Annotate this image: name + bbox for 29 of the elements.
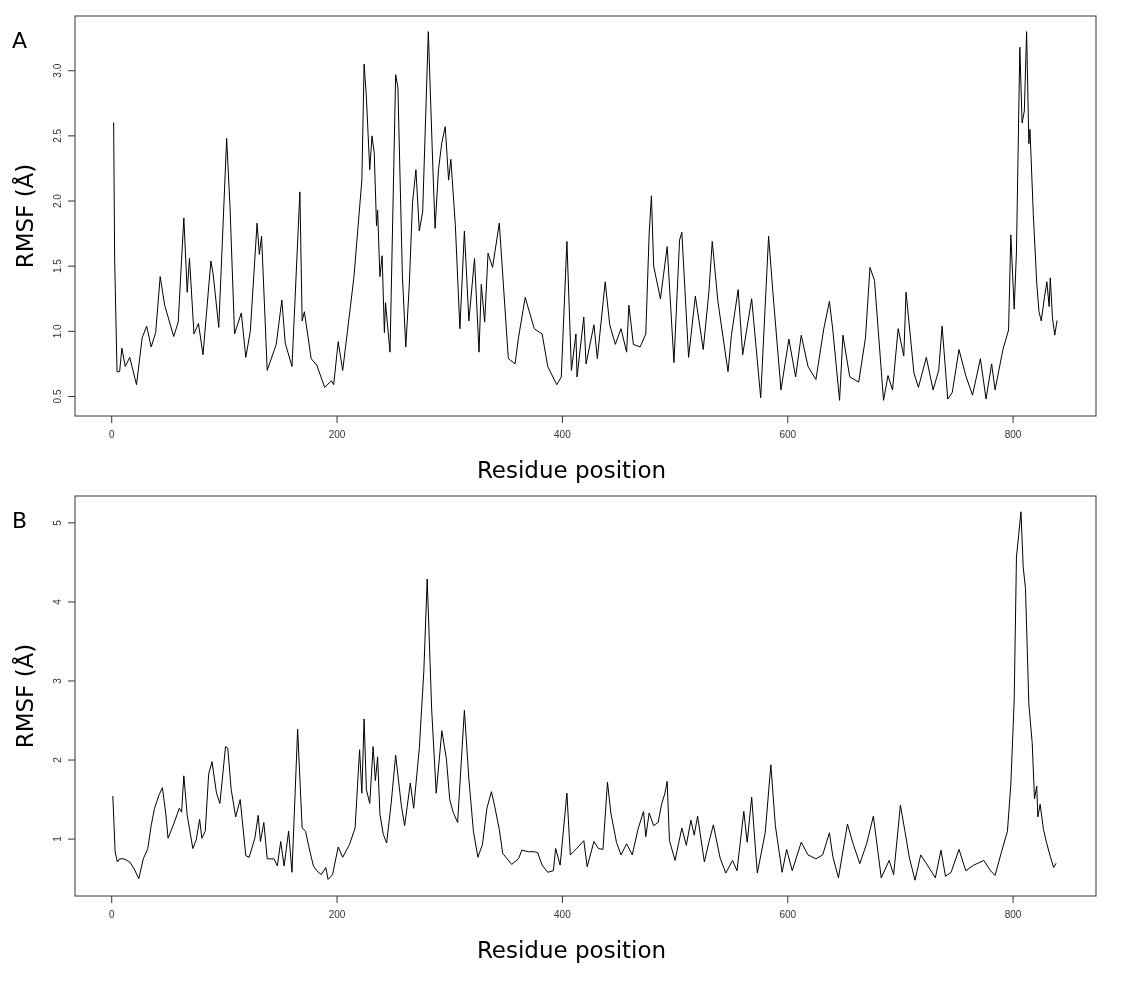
x-tick-label: 400 — [554, 909, 572, 920]
x-tick-label: 0 — [108, 909, 115, 920]
y-tick-label: 1 — [52, 835, 63, 842]
y-tick-label: 3.0 — [52, 63, 63, 78]
x-axis-title: Residue position — [476, 457, 667, 483]
text: B — [12, 508, 28, 533]
y-axis-title: RMSF (Å) — [11, 163, 38, 269]
line-series — [112, 511, 1057, 881]
x-axis-title: Residue position — [476, 937, 667, 963]
x-tick-label: 800 — [1004, 909, 1022, 920]
line-series — [113, 31, 1058, 401]
x-tick-label: 600 — [779, 429, 797, 440]
x-tick-label: 800 — [1004, 429, 1022, 440]
x-tick-label: 400 — [554, 429, 572, 440]
y-tick-label: 3 — [52, 677, 63, 684]
x-tick-label: 0 — [108, 429, 115, 440]
x-tick-label: 200 — [328, 909, 346, 920]
y-tick-label: 2 — [52, 756, 63, 763]
y-tick-label: 2.5 — [52, 128, 63, 143]
y-tick-label: 2.0 — [52, 193, 63, 208]
y-tick-label: 0.5 — [52, 389, 63, 404]
y-axis-title: RMSF (Å) — [11, 643, 38, 749]
x-tick-label: 200 — [328, 429, 346, 440]
y-tick-label: 5 — [52, 519, 63, 526]
y-tick-label: 4 — [52, 598, 63, 605]
x-tick-label: 600 — [779, 909, 797, 920]
y-tick-label: 1.0 — [52, 323, 63, 339]
y-tick-label: 1.5 — [52, 258, 63, 274]
text: A — [12, 28, 28, 53]
